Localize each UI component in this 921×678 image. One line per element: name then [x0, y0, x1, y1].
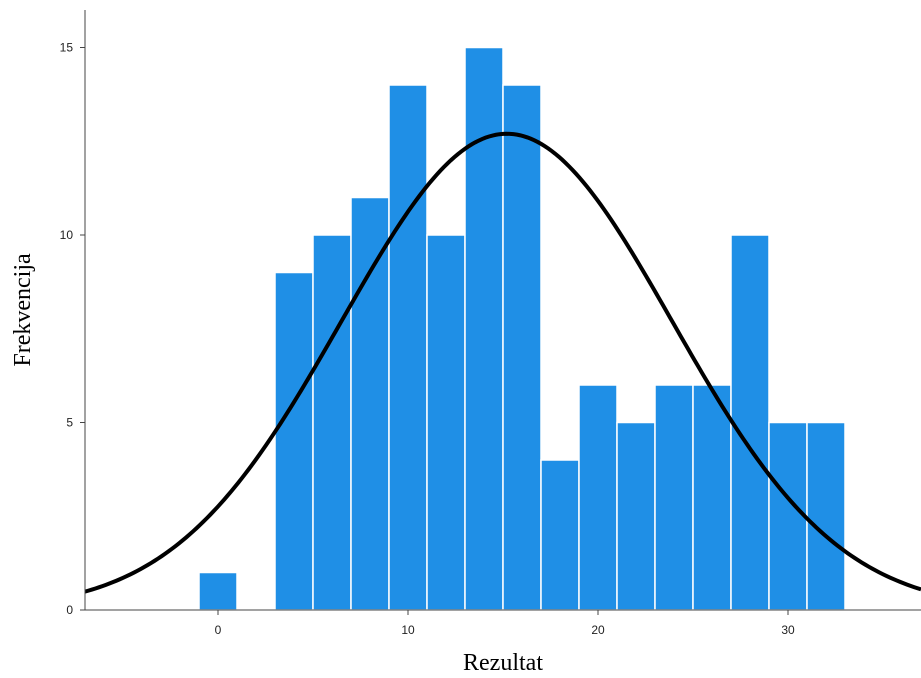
histogram-bar [312, 234, 352, 611]
histogram-bar [274, 271, 314, 611]
y-tick-label: 5 [66, 416, 73, 430]
bars-group [198, 46, 846, 611]
histogram-bar [388, 84, 428, 611]
histogram-bar [464, 46, 504, 611]
x-tick-label: 20 [591, 623, 605, 637]
histogram-bar [806, 421, 846, 611]
histogram-bar [198, 571, 238, 611]
histogram-bar [654, 384, 694, 611]
x-axis-title: Rezultat [463, 650, 543, 676]
x-tick-label: 0 [215, 623, 222, 637]
histogram-bar [616, 421, 656, 611]
y-tick-label: 15 [60, 41, 74, 55]
histogram-bar [350, 196, 390, 611]
y-axis-ticks: 0 5 10 15 [60, 41, 85, 617]
y-tick-label: 10 [60, 228, 74, 242]
histogram-bar [502, 84, 542, 611]
x-tick-label: 10 [401, 623, 415, 637]
histogram-bar [426, 234, 466, 611]
histogram-bar [578, 384, 618, 611]
x-tick-label: 30 [781, 623, 795, 637]
x-axis-ticks: 0 10 20 30 [215, 610, 795, 637]
histogram-bar [768, 421, 808, 611]
y-axis-title: Frekvencija [10, 253, 36, 367]
y-tick-label: 0 [66, 603, 73, 617]
normal-curve [84, 131, 921, 594]
histogram-bar [730, 234, 770, 611]
histogram-bar [540, 459, 580, 611]
histogram-bar [692, 384, 732, 611]
